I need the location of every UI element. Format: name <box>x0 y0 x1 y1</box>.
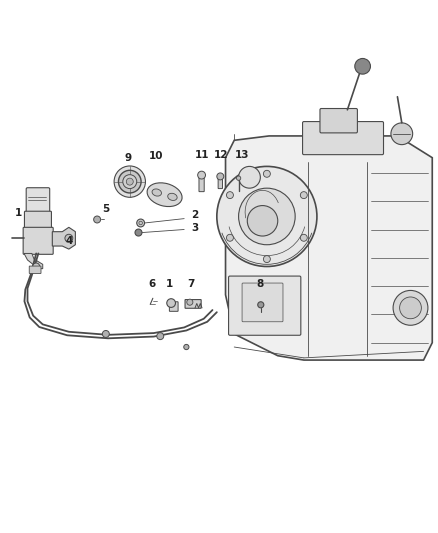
Circle shape <box>393 290 428 325</box>
FancyBboxPatch shape <box>199 174 204 192</box>
Circle shape <box>102 330 110 337</box>
FancyBboxPatch shape <box>23 228 53 254</box>
Text: 10: 10 <box>148 151 163 161</box>
FancyBboxPatch shape <box>303 122 384 155</box>
Ellipse shape <box>147 183 182 207</box>
Circle shape <box>137 219 145 227</box>
Circle shape <box>239 166 260 188</box>
Text: 3: 3 <box>191 223 199 233</box>
Circle shape <box>217 173 224 180</box>
Circle shape <box>226 235 233 241</box>
Circle shape <box>65 235 73 242</box>
Circle shape <box>355 59 371 74</box>
Circle shape <box>198 171 205 179</box>
Text: 7: 7 <box>187 279 194 289</box>
Circle shape <box>247 206 278 236</box>
Circle shape <box>114 166 145 197</box>
Circle shape <box>126 178 133 185</box>
FancyBboxPatch shape <box>320 109 357 133</box>
Text: 5: 5 <box>102 204 110 214</box>
FancyBboxPatch shape <box>26 188 49 215</box>
Text: 1: 1 <box>165 279 173 289</box>
FancyBboxPatch shape <box>29 266 41 273</box>
FancyBboxPatch shape <box>170 302 178 311</box>
FancyBboxPatch shape <box>242 283 283 322</box>
Text: 11: 11 <box>194 150 209 160</box>
Text: 13: 13 <box>235 150 249 160</box>
Circle shape <box>263 171 270 177</box>
Circle shape <box>399 297 421 319</box>
Circle shape <box>300 235 307 241</box>
Polygon shape <box>24 254 43 269</box>
Circle shape <box>226 192 233 199</box>
Circle shape <box>118 171 141 193</box>
Circle shape <box>123 175 137 189</box>
Circle shape <box>184 344 189 350</box>
Circle shape <box>263 256 270 263</box>
Circle shape <box>157 333 164 340</box>
Circle shape <box>187 299 193 305</box>
Circle shape <box>239 188 295 245</box>
Circle shape <box>135 229 142 236</box>
Ellipse shape <box>152 189 162 196</box>
Text: 12: 12 <box>214 150 229 160</box>
Text: 4: 4 <box>65 236 73 246</box>
Polygon shape <box>226 136 432 360</box>
Circle shape <box>237 176 241 180</box>
FancyBboxPatch shape <box>25 211 51 230</box>
Polygon shape <box>52 228 75 249</box>
Text: 8: 8 <box>257 279 264 289</box>
Circle shape <box>33 263 40 270</box>
Ellipse shape <box>168 193 177 200</box>
Circle shape <box>94 216 101 223</box>
Text: 1: 1 <box>15 208 22 219</box>
FancyBboxPatch shape <box>185 300 201 308</box>
Circle shape <box>167 298 176 308</box>
FancyBboxPatch shape <box>218 175 223 189</box>
Circle shape <box>391 123 413 144</box>
Circle shape <box>300 192 307 199</box>
Circle shape <box>217 166 317 266</box>
FancyBboxPatch shape <box>229 276 301 335</box>
Circle shape <box>258 302 264 308</box>
Text: 9: 9 <box>124 152 131 163</box>
Text: 2: 2 <box>191 210 199 220</box>
Text: 6: 6 <box>148 279 155 289</box>
